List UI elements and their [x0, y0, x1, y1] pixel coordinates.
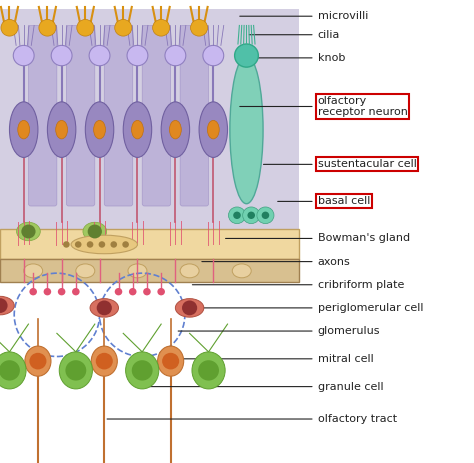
Ellipse shape: [180, 264, 199, 278]
Circle shape: [58, 288, 65, 295]
Circle shape: [99, 241, 105, 248]
Circle shape: [127, 45, 148, 66]
Circle shape: [198, 360, 219, 381]
Ellipse shape: [93, 120, 105, 139]
Text: sustentacular cell: sustentacular cell: [264, 159, 417, 169]
Ellipse shape: [0, 352, 26, 389]
Circle shape: [0, 360, 20, 381]
Ellipse shape: [24, 264, 43, 278]
Circle shape: [143, 288, 151, 295]
Ellipse shape: [71, 235, 137, 254]
Ellipse shape: [123, 102, 152, 157]
Circle shape: [257, 207, 274, 224]
Circle shape: [153, 19, 170, 36]
Circle shape: [65, 360, 86, 381]
FancyBboxPatch shape: [0, 229, 299, 259]
Circle shape: [29, 288, 37, 295]
Circle shape: [51, 45, 72, 66]
Text: Bowman's gland: Bowman's gland: [226, 233, 410, 244]
Text: olfactory tract: olfactory tract: [107, 414, 397, 424]
Ellipse shape: [131, 120, 143, 139]
Ellipse shape: [232, 264, 251, 278]
Circle shape: [233, 212, 241, 219]
Text: microvilli: microvilli: [240, 11, 368, 21]
Ellipse shape: [175, 299, 204, 317]
Circle shape: [203, 45, 224, 66]
Circle shape: [75, 241, 82, 248]
Circle shape: [0, 298, 8, 313]
FancyBboxPatch shape: [0, 9, 299, 250]
FancyBboxPatch shape: [28, 25, 57, 206]
Ellipse shape: [85, 102, 114, 157]
Circle shape: [122, 241, 129, 248]
Circle shape: [262, 212, 269, 219]
Circle shape: [247, 212, 255, 219]
Circle shape: [21, 225, 36, 238]
FancyBboxPatch shape: [104, 25, 133, 206]
Circle shape: [87, 241, 93, 248]
FancyBboxPatch shape: [66, 25, 95, 206]
Ellipse shape: [76, 264, 95, 278]
Circle shape: [191, 19, 208, 36]
Circle shape: [110, 241, 117, 248]
Ellipse shape: [192, 352, 225, 389]
Ellipse shape: [0, 296, 14, 315]
Ellipse shape: [128, 264, 147, 278]
Circle shape: [96, 353, 113, 369]
Circle shape: [235, 44, 258, 67]
Text: cilia: cilia: [249, 30, 340, 40]
Circle shape: [97, 300, 112, 315]
Circle shape: [88, 225, 102, 238]
Text: knob: knob: [240, 53, 345, 63]
Ellipse shape: [161, 102, 190, 157]
Circle shape: [44, 288, 51, 295]
Circle shape: [89, 45, 110, 66]
Ellipse shape: [157, 346, 183, 376]
Circle shape: [228, 207, 246, 224]
Ellipse shape: [90, 299, 118, 317]
FancyBboxPatch shape: [0, 259, 299, 282]
Circle shape: [115, 19, 132, 36]
Circle shape: [29, 353, 46, 369]
Ellipse shape: [56, 120, 68, 139]
FancyBboxPatch shape: [142, 25, 171, 206]
Circle shape: [165, 45, 186, 66]
Text: periglomerular cell: periglomerular cell: [202, 303, 423, 313]
Text: olfactory
receptor neuron: olfactory receptor neuron: [240, 96, 408, 117]
Circle shape: [72, 288, 80, 295]
Ellipse shape: [18, 120, 30, 139]
Ellipse shape: [47, 102, 76, 157]
Circle shape: [129, 288, 137, 295]
Circle shape: [39, 19, 56, 36]
Ellipse shape: [9, 102, 38, 157]
Circle shape: [63, 241, 70, 248]
Ellipse shape: [59, 352, 92, 389]
Circle shape: [77, 19, 94, 36]
Ellipse shape: [83, 222, 107, 241]
Text: basal cell: basal cell: [278, 196, 370, 206]
Ellipse shape: [207, 120, 219, 139]
Ellipse shape: [126, 352, 159, 389]
Circle shape: [115, 288, 122, 295]
Circle shape: [13, 45, 34, 66]
Circle shape: [157, 288, 165, 295]
Circle shape: [162, 353, 179, 369]
Text: cribriform plate: cribriform plate: [192, 280, 404, 290]
Circle shape: [243, 207, 260, 224]
Ellipse shape: [25, 346, 51, 376]
Circle shape: [182, 300, 197, 315]
Ellipse shape: [17, 222, 40, 241]
Ellipse shape: [230, 56, 263, 204]
Circle shape: [132, 360, 153, 381]
Text: glomerulus: glomerulus: [178, 326, 380, 336]
Text: axons: axons: [202, 257, 350, 267]
Text: granule cell: granule cell: [136, 382, 383, 392]
Ellipse shape: [169, 120, 181, 139]
FancyBboxPatch shape: [180, 25, 209, 206]
Text: mitral cell: mitral cell: [178, 354, 374, 364]
Ellipse shape: [199, 102, 228, 157]
Circle shape: [1, 19, 18, 36]
Ellipse shape: [91, 346, 117, 376]
